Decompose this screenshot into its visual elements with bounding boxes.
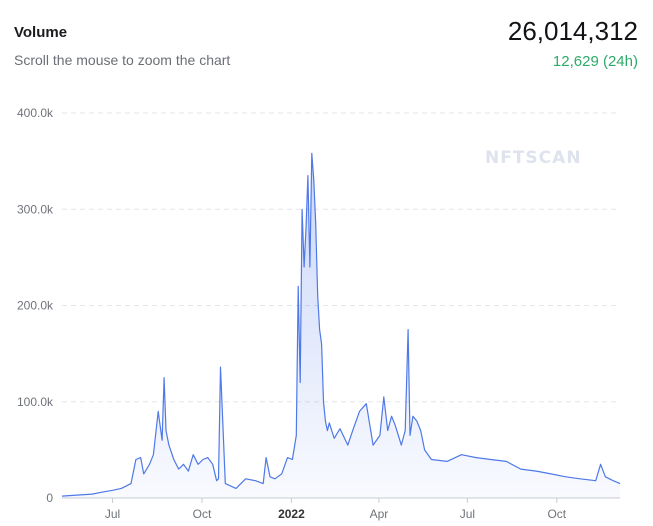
x-tick-label: Oct <box>193 507 212 521</box>
x-tick-label: Oct <box>547 507 566 521</box>
total-volume-value: 26,014,312 <box>507 16 638 46</box>
chart-subtitle: Scroll the mouse to zoom the chart <box>14 52 231 68</box>
y-tick-label: 100.0k <box>17 395 54 409</box>
volume-line <box>61 152 621 497</box>
x-tick-label: Apr <box>370 507 389 521</box>
volume-24h-change: 12,629 (24h) <box>552 53 638 70</box>
x-tick-label: 2022 <box>278 507 305 521</box>
y-tick-label: 0 <box>46 491 53 505</box>
chart-title: Volume <box>14 24 68 41</box>
x-tick-label: Jul <box>460 507 475 521</box>
watermark-logo: NFTSCAN <box>485 148 582 168</box>
y-tick-label: 200.0k <box>17 299 54 313</box>
y-tick-label: 300.0k <box>17 202 54 216</box>
x-tick-label: Jul <box>105 507 120 521</box>
volume-area <box>62 153 620 498</box>
y-tick-label: 400.0k <box>17 106 54 120</box>
